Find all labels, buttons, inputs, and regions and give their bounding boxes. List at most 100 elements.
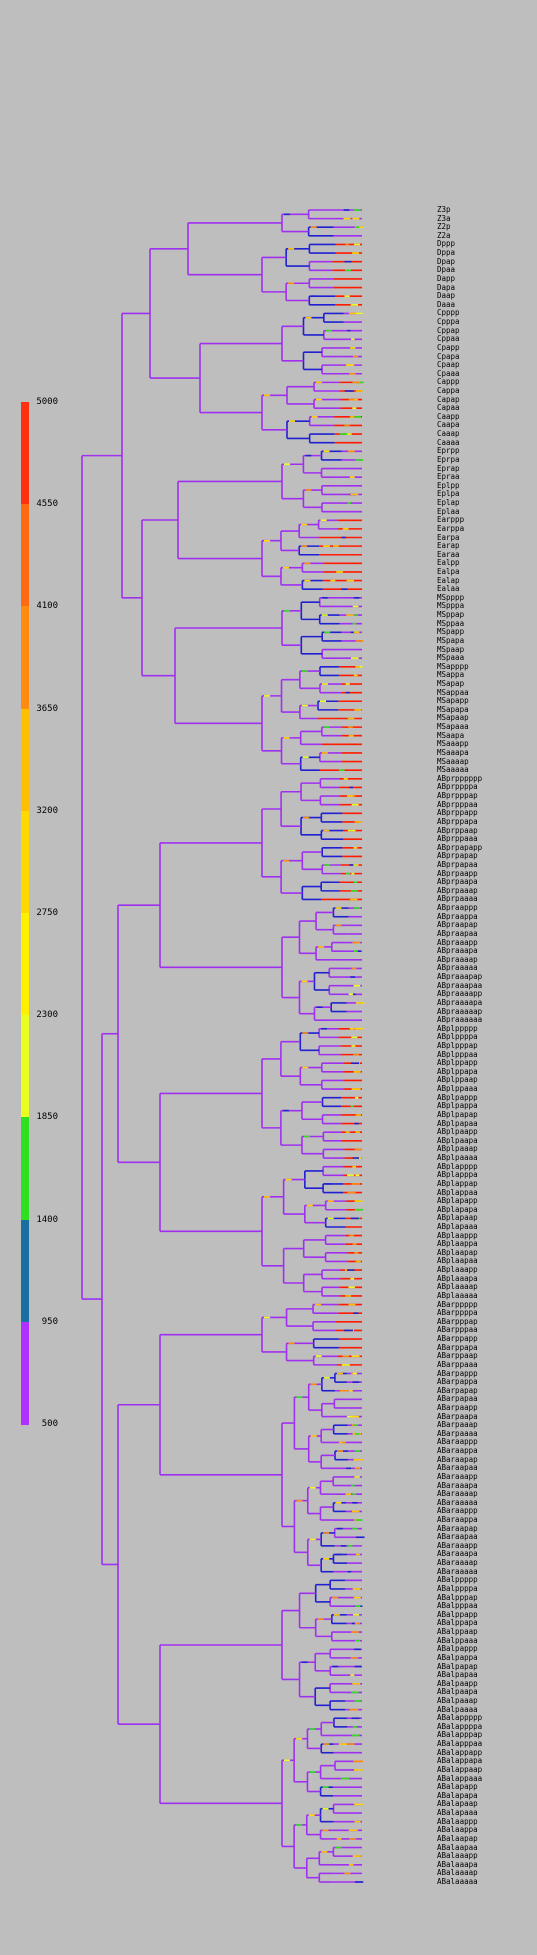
leaf-label: Dpaa — [437, 265, 456, 275]
leaf-label: ABalppapa — [437, 1618, 478, 1628]
leaf-label: ABplapppa — [437, 1170, 478, 1180]
scale-band — [21, 708, 29, 812]
leaf-label: ABalppaap — [437, 1627, 478, 1637]
leaf-label: MSpapa — [437, 635, 465, 645]
leaf-label: ABaraappa — [437, 1515, 478, 1525]
leaf-label: ABpraaapa — [437, 946, 478, 956]
leaf-label: ABplpapap — [437, 1109, 478, 1119]
leaf-label: ABplaappa — [437, 1239, 478, 1249]
leaf-label: MSapaap — [437, 713, 469, 723]
leaf-label: ABalappppa — [437, 1721, 483, 1731]
leaf-label: Earpa — [437, 532, 460, 542]
leaf-label: Earppp — [437, 515, 465, 525]
leaf-label: ABaraapaa — [437, 1532, 478, 1542]
leaf-label: Ealpp — [437, 558, 460, 568]
leaf-label: ABarpapap — [437, 1385, 478, 1395]
leaf-label: ABpraapaa — [437, 928, 478, 938]
leaf-label: ABprppapa — [437, 816, 478, 826]
leaf-label: MSaapa — [437, 730, 465, 740]
leaf-label: ABalaaaap — [437, 1868, 478, 1878]
leaf-label: ABalpaapp — [437, 1678, 478, 1688]
leaf-label: Epraa — [437, 472, 460, 482]
leaf-label: ABpraaapp — [437, 937, 478, 947]
leaf-label: Ealap — [437, 575, 460, 585]
leaf-label: Dppa — [437, 248, 456, 258]
leaf-label: Z2a — [437, 230, 451, 240]
leaf-label: ABpraaapaa — [437, 980, 483, 990]
leaf-label: ABalapaaa — [437, 1808, 478, 1818]
leaf-label: ABalpappp — [437, 1644, 478, 1654]
scale-tick-label: 2750 — [36, 908, 58, 918]
leaf-label: ABpraaaap — [437, 954, 478, 964]
leaf-label: ABpraappp — [437, 903, 478, 913]
leaf-label: Caaaa — [437, 437, 460, 447]
leaf-label: ABarpappp — [437, 1368, 478, 1378]
scale-band — [21, 1015, 29, 1119]
leaf-label: ABalpaaap — [437, 1696, 478, 1705]
leaf-label: ABprppaap — [437, 825, 478, 835]
leaf-label: ABplapapa — [437, 1204, 478, 1214]
leaf-label: ABalapapa — [437, 1790, 478, 1800]
scale-band — [21, 402, 29, 506]
leaf-label: Caapp — [437, 411, 460, 421]
scale-tick-label: 3200 — [36, 805, 58, 816]
leaf-label: ABarppppp — [437, 1299, 478, 1309]
leaf-label: ABaraappp — [437, 1437, 478, 1447]
leaf-label: MSappa — [437, 670, 465, 680]
leaf-label: MSaaapp — [437, 739, 469, 749]
leaf-label: ABplapaaa — [437, 1221, 478, 1231]
leaf-label: ABalpaaaa — [437, 1704, 478, 1714]
leaf-label: ABprpppap — [437, 791, 478, 801]
leaf-label: ABplaapaa — [437, 1256, 478, 1266]
leaf-label: Dppp — [437, 239, 456, 249]
leaf-label: Cappa — [437, 385, 460, 395]
leaf-label: ABalaapap — [437, 1833, 478, 1843]
leaf-label: ABplaaaap — [437, 1282, 478, 1292]
leaf-label: ABprpppppp — [437, 773, 483, 783]
leaf-label: ABplpapaa — [437, 1118, 478, 1128]
leaf-label: Cpaaa — [437, 368, 460, 378]
leaf-label: Earaa — [437, 549, 460, 559]
leaf-label: ABprpapap — [437, 851, 478, 861]
leaf-label: ABarppapa — [437, 1342, 478, 1352]
leaf-label: ABaraaaaa — [437, 1497, 478, 1507]
leaf-label: ABaraaapp — [437, 1540, 478, 1550]
leaf-label: Cappp — [437, 377, 460, 387]
leaf-label: ABaraaaaa — [437, 1566, 478, 1576]
leaf-label: Eprap — [437, 463, 460, 473]
leaf-label: MSppap — [437, 610, 465, 620]
leaf-label: ABprppapp — [437, 808, 478, 818]
leaf-label: MSpppa — [437, 601, 465, 611]
leaf-label: ABalppaaa — [437, 1635, 478, 1645]
leaf-label: ABplppapa — [437, 1066, 478, 1076]
leaf-label: ABplpappp — [437, 1092, 478, 1102]
leaf-label: ABplpaaap — [437, 1144, 478, 1154]
leaf-label: ABprpaaaa — [437, 894, 478, 904]
scale-tick-label: 2300 — [36, 1010, 58, 1021]
leaf-label: ABarpppaa — [437, 1325, 478, 1335]
leaf-label: MSaaapa — [437, 747, 469, 757]
leaf-label: MSapppp — [437, 661, 469, 671]
leaf-label: ABplapaap — [437, 1213, 478, 1223]
scale-band — [21, 913, 29, 1017]
leaf-label: ABarpaaap — [437, 1420, 478, 1430]
leaf-label: ABprpppaa — [437, 799, 478, 809]
leaf-label: ABpraaaapa — [437, 997, 483, 1007]
leaf-label: Caapa — [437, 420, 460, 430]
scale-band — [21, 810, 29, 914]
scale-band — [21, 606, 29, 710]
leaf-label: Cpaap — [437, 360, 460, 370]
leaf-label: MSpaaa — [437, 653, 465, 663]
leaf-label: ABplpppap — [437, 1041, 478, 1050]
scale-tick-label: 500 — [41, 1419, 58, 1429]
leaf-label: ABplpaapa — [437, 1135, 478, 1145]
leaf-label: ABalapaap — [437, 1799, 478, 1809]
leaf-label: MSapapp — [437, 696, 469, 706]
leaf-label: ABplaaapp — [437, 1265, 478, 1275]
leaf-label: ABplaappp — [437, 1230, 478, 1240]
leaf-label: ABplppaap — [437, 1075, 478, 1085]
leaf-label: Eprpa — [437, 454, 460, 464]
leaf-label: MSaaaaa — [437, 765, 469, 775]
leaf-label: Cpapa — [437, 351, 460, 361]
scale-band — [21, 1117, 29, 1221]
